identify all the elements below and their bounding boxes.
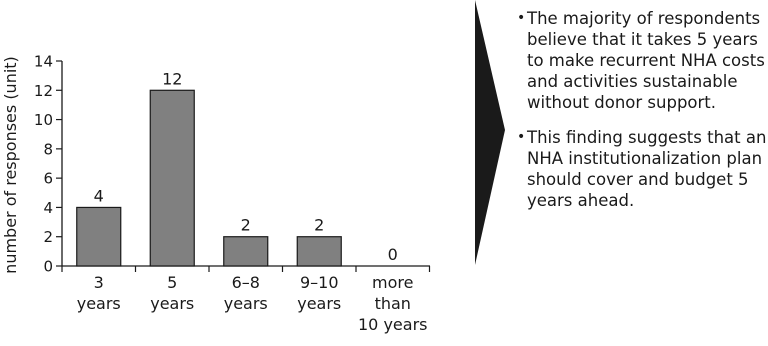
x-tick-label: than: [375, 294, 411, 313]
bar-value-label: 4: [94, 186, 104, 205]
x-tick-label: years: [224, 294, 268, 313]
bar-value-label: 2: [241, 216, 251, 235]
x-tick-label: 10 years: [358, 315, 427, 334]
finding-text-2: This finding suggests that an NHA instit…: [527, 128, 767, 210]
x-tick-label: 6–8: [232, 273, 260, 292]
y-tick-label: 4: [43, 199, 53, 217]
y-axis-label: number of responses (unit): [1, 56, 20, 274]
x-tick-label: years: [77, 294, 121, 313]
x-tick-label: years: [150, 294, 194, 313]
chart-tick-labels: 0 2 4 6 8 10 12 14 3 years 5 years 6–8 years 9–10 years…: [34, 53, 428, 335]
y-tick-label: 2: [43, 228, 53, 246]
y-tick-label: 8: [43, 140, 53, 158]
chevron-arrow-icon: [475, 0, 505, 265]
y-tick-label: 12: [34, 82, 53, 100]
bar: [223, 236, 269, 267]
y-tick-label: 10: [34, 111, 53, 129]
bullet-icon: •: [517, 10, 526, 26]
bar: [149, 89, 195, 267]
bar-value-label: 12: [162, 69, 182, 88]
finding-text-1: The majority of respondents believe that…: [527, 9, 765, 112]
x-tick-label: years: [297, 294, 341, 313]
chart-axes: [56, 60, 431, 272]
findings-notes: • The majority of respondents believe th…: [515, 8, 768, 225]
x-tick-label: 9–10: [300, 273, 339, 292]
bar-chart: number of responses (unit) 4 12 2 2 0 0 2 4 6 8 1…: [1, 53, 431, 335]
x-tick-label: 3: [94, 273, 104, 292]
bar: [296, 236, 342, 267]
finding-note-1: • The majority of respondents believe th…: [515, 8, 768, 113]
y-tick-label: 6: [43, 170, 53, 188]
x-tick-label: more: [372, 273, 413, 292]
bar: [76, 206, 122, 267]
finding-note-2: • This finding suggests that an NHA inst…: [515, 127, 768, 211]
chart-data-labels: 4 12 2 2 0: [94, 69, 398, 264]
x-tick-label: 5: [167, 273, 177, 292]
y-tick-label: 0: [43, 258, 53, 276]
bullet-icon: •: [517, 129, 526, 145]
bar-value-label: 0: [388, 245, 398, 264]
bar-value-label: 2: [314, 216, 324, 235]
y-tick-label: 14: [34, 53, 53, 71]
chart-bars: [76, 89, 342, 267]
